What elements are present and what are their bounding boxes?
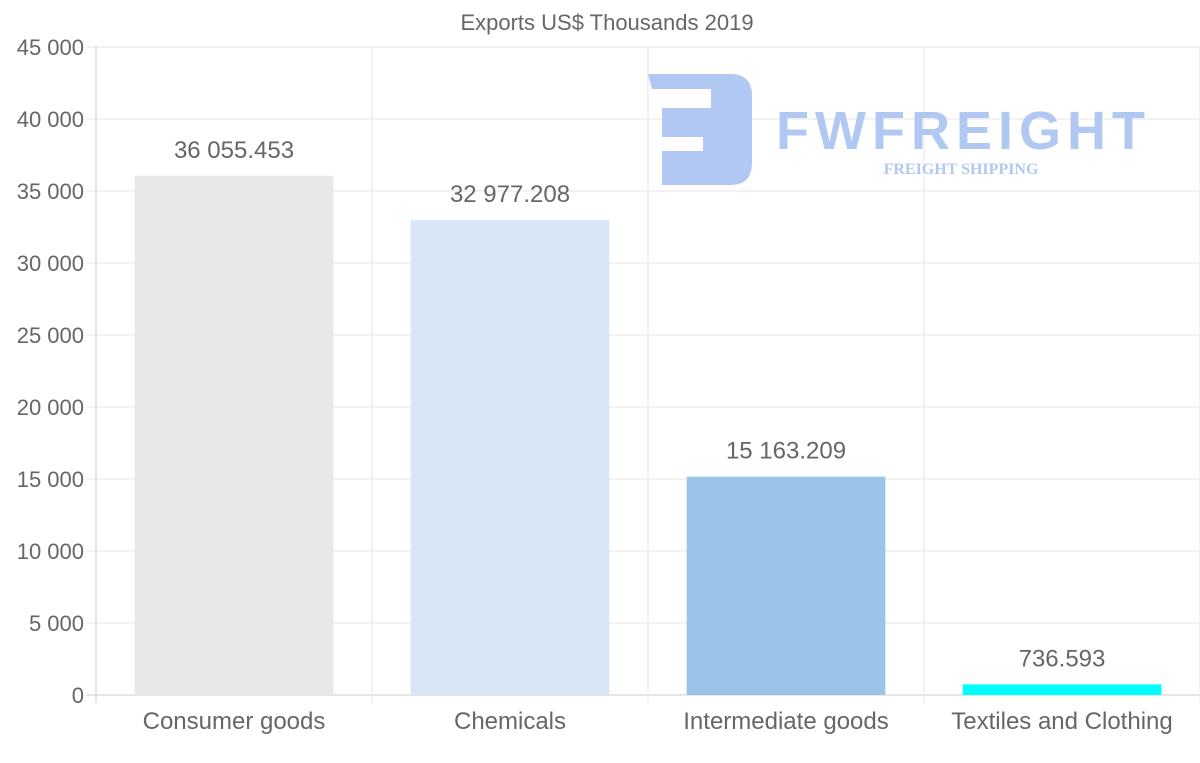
- logo-brand: FWFREIGHT: [776, 101, 1146, 161]
- x-tick-label: Textiles and Clothing: [951, 708, 1172, 735]
- logo-tagline: FREIGHT SHIPPING: [884, 161, 1039, 178]
- bar-textiles-and-clothing: [962, 684, 1162, 695]
- y-tick-label: 0: [72, 683, 84, 708]
- y-tick-label: 5 000: [29, 611, 84, 636]
- x-tick-label: Consumer goods: [143, 708, 326, 735]
- labels: 0 5 000 10 000 15 000 20 000 25 000 30 000 35 0…: [17, 35, 1173, 735]
- bar-consumer-goods: [134, 175, 334, 695]
- data-label: 15 163.209: [726, 438, 846, 465]
- data-label: 736.593: [1019, 645, 1106, 672]
- logo-mark-icon: [648, 74, 752, 185]
- y-tick-label: 20 000: [17, 395, 84, 420]
- x-tick-label: Chemicals: [454, 708, 566, 735]
- fwfreight-watermark-logo: FWFREIGHT FREIGHT SHIPPING: [648, 74, 1146, 185]
- bar-chemicals: [410, 220, 610, 695]
- data-label: 32 977.208: [450, 181, 570, 208]
- x-tick-label: Intermediate goods: [683, 708, 888, 735]
- y-tick-label: 35 000: [17, 179, 84, 204]
- chart-title: Exports US$ Thousands 2019: [460, 10, 753, 35]
- y-tick-label: 10 000: [17, 539, 84, 564]
- bar-intermediate-goods: [686, 476, 886, 695]
- data-label: 36 055.453: [174, 137, 294, 164]
- y-tick-label: 25 000: [17, 323, 84, 348]
- y-tick-label: 15 000: [17, 467, 84, 492]
- y-tick-label: 45 000: [17, 35, 84, 60]
- bars: [134, 175, 1162, 695]
- y-tick-label: 30 000: [17, 251, 84, 276]
- y-tick-label: 40 000: [17, 107, 84, 132]
